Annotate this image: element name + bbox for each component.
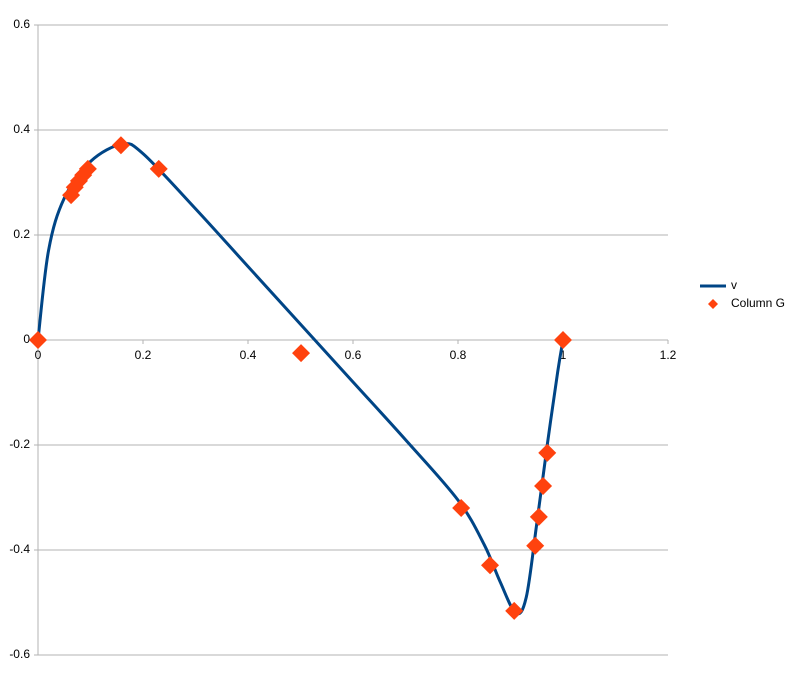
x-tick-label: 0.2	[135, 348, 152, 362]
point	[452, 499, 471, 517]
x-tick-label: 1.2	[660, 348, 677, 362]
point	[149, 159, 168, 178]
y-tick-label: 0.2	[13, 227, 30, 241]
x-tick-label: 0.4	[240, 348, 257, 362]
x-tick-label: 1	[560, 348, 567, 362]
point	[111, 136, 130, 155]
point	[481, 556, 500, 575]
x-tick-label: 0.6	[345, 348, 362, 362]
point	[529, 507, 548, 526]
point	[538, 443, 557, 462]
x-tick-label: 0.8	[450, 348, 467, 362]
y-tick-label: -0.2	[9, 437, 30, 451]
y-tick-label: 0	[23, 332, 30, 346]
legend-swatch	[708, 299, 718, 309]
point	[29, 331, 47, 349]
y-tick-label: -0.4	[9, 542, 30, 556]
y-tick-label: 0.4	[13, 122, 30, 136]
series-line	[36, 142, 565, 616]
point	[505, 601, 524, 620]
y-tick-label: 0.6	[13, 17, 30, 31]
point	[292, 344, 311, 363]
legend-label: v	[731, 278, 737, 292]
point	[554, 331, 572, 349]
point	[534, 476, 553, 495]
point	[526, 536, 545, 555]
legend-label: Column G	[731, 296, 785, 310]
y-tick-label: -0.6	[9, 647, 30, 661]
x-tick-label: 0	[35, 348, 42, 362]
point	[78, 159, 97, 178]
